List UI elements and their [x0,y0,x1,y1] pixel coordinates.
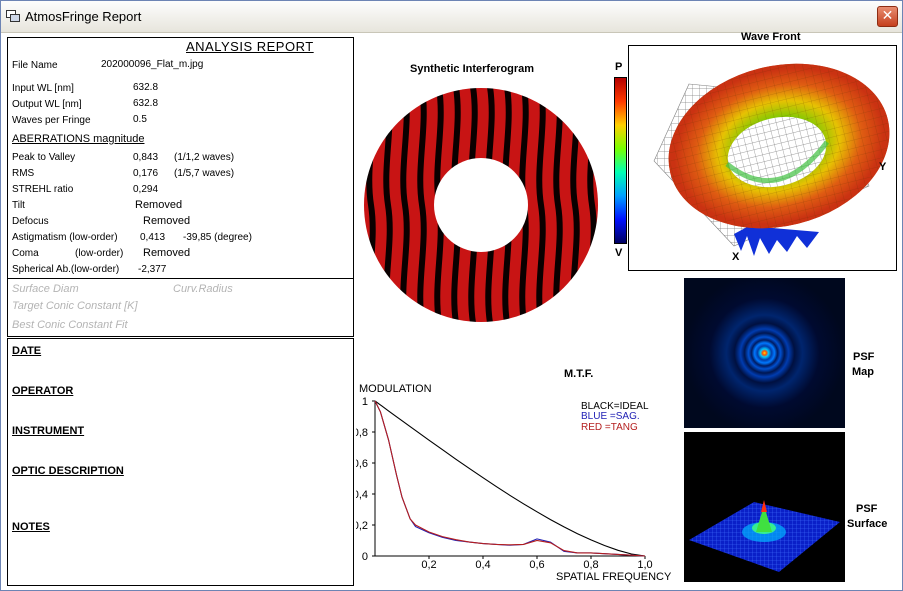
psf-surface-label-1: PSF [856,503,878,515]
app-icon [6,10,20,22]
rms-note: (1/5,7 waves) [174,168,235,179]
mtf-series-tang [374,400,646,557]
coma-value: Removed [143,247,191,259]
astigmatism-label: Astigmatism (low-order) [12,232,118,243]
notes-heading: NOTES [12,521,50,533]
psf-map-label-1: PSF [853,351,875,363]
wavefront-x-axis: X [732,251,740,263]
file-name-label: File Name [12,60,58,71]
psf-surface-label-2: Surface [847,518,888,530]
operator-heading: OPERATOR [12,385,74,397]
mtf-title: M.T.F. [564,368,594,380]
ptv-value: 0,843 [133,152,159,163]
aberrations-heading: ABERRATIONS magnitude [12,133,145,145]
interferogram-title: Synthetic Interferogram [410,63,535,75]
coma-order: (low-order) [75,248,124,259]
strehl-label: STREHL ratio [12,184,74,195]
optic-description-heading: OPTIC DESCRIPTION [12,465,124,477]
mtf-legend-tang: RED =TANG [581,422,638,433]
coma-label: Coma [12,248,39,259]
wavefront-color-scale [614,77,627,244]
best-conic-label: Best Conic Constant Fit [12,319,128,331]
waves-label: Waves per Fringe [12,115,91,126]
tilt-label: Tilt [12,200,25,211]
input-wl-label: Input WL [nm] [12,83,74,94]
mtf-y-label: MODULATION [359,383,432,395]
wavefront-title: Wave Front [741,31,801,43]
defocus-label: Defocus [12,216,49,227]
mtf-legend-sag: BLUE =SAG. [581,411,640,422]
spherical-label: Spherical Ab.(low-order) [12,264,120,275]
mtf-chart: MODULATION SPATIAL FREQUENCY 0 0,2 0,4 0,6 0… [356,383,672,583]
mtf-y-tick-label: 0,4 [356,489,368,501]
target-conic-label: Target Conic Constant [K] [12,300,138,312]
mtf-x-tick-label: 0,6 [529,559,544,571]
wavefront-y-axis: Y [879,161,887,173]
rms-value: 0,176 [133,168,159,179]
report-meta-panel: DATE OPERATOR INSTRUMENT OPTIC DESCRIPTI… [7,338,354,586]
instrument-heading: INSTRUMENT [12,425,85,437]
psf-map-label-2: Map [852,366,874,378]
title-bar[interactable]: AtmosFringe Report ✕ [1,1,902,33]
report-divider [8,278,353,279]
mtf-x-tick-label: 0,2 [421,559,436,571]
window-title: AtmosFringe Report [25,9,142,24]
mtf-x-tick-label: 0,4 [475,559,490,571]
astigmatism-value: 0,413 [140,232,166,243]
scale-top-label: P [615,61,623,73]
ptv-label: Peak to Valley [12,152,76,163]
output-wl-label: Output WL [nm] [12,99,82,110]
mtf-series-ideal [374,400,646,557]
scale-bottom-label: V [615,247,623,259]
astigmatism-angle: -39,85 (degree) [183,232,252,243]
psf-surface-plot [689,500,840,572]
ptv-note: (1/1,2 waves) [174,152,235,163]
mtf-y-tick-label: 0 [362,551,368,563]
defocus-value: Removed [143,215,191,227]
mtf-x-tick-label: 0,8 [583,559,598,571]
spherical-value: -2,377 [138,264,167,275]
report-title: ANALYSIS REPORT [186,39,314,54]
surface-diam-label: Surface Diam [12,283,79,295]
rms-label: RMS [12,168,35,179]
mtf-y-tick-label: 0,6 [356,458,368,470]
mtf-y-tick-label: 1 [362,396,368,408]
waves-value: 0.5 [133,114,147,125]
input-wl-value: 632.8 [133,82,159,93]
close-button[interactable]: ✕ [877,6,898,27]
output-wl-value: 632.8 [133,98,159,109]
analysis-report-panel: ANALYSIS REPORT File Name 202000096_Flat… [7,37,354,337]
wavefront-surface: Y X [653,63,890,263]
mtf-y-tick-label: 0,8 [356,427,368,439]
psf-map [684,278,845,428]
mtf-legend-ideal: BLACK=IDEAL [581,401,649,412]
curv-radius-label: Curv.Radius [173,283,233,295]
strehl-value: 0,294 [133,184,159,195]
mtf-x-label: SPATIAL FREQUENCY [556,571,672,583]
file-name-value: 202000096_Flat_m.jpg [101,59,204,70]
tilt-value: Removed [135,199,183,211]
mtf-x-tick-label: 1,0 [637,559,652,571]
wavefront-plot: Y X [628,45,897,271]
synthetic-interferogram [363,87,599,323]
psf-surface [684,432,845,582]
mtf-y-tick-label: 0,2 [356,520,368,532]
date-heading: DATE [12,345,42,357]
